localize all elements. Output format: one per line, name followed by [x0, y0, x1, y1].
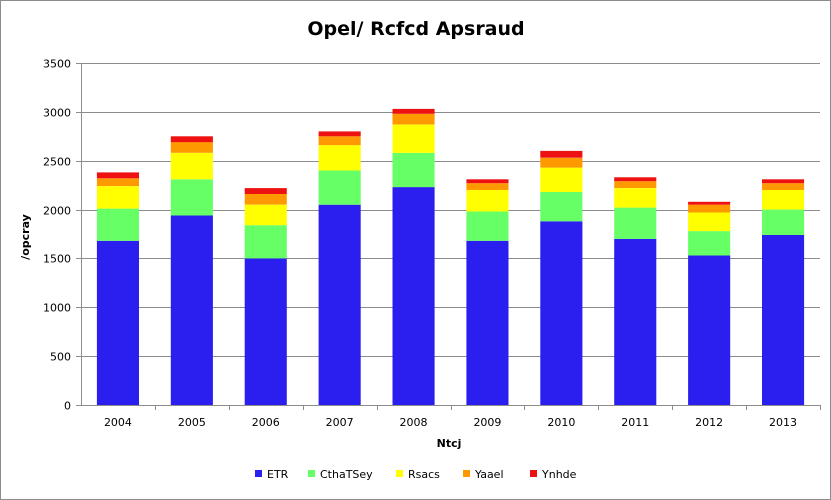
- bar-segment-cthatsey-2012: [688, 231, 731, 256]
- legend-swatch-yaael: [463, 470, 470, 477]
- bar-segment-ynhde-2009: [466, 179, 509, 184]
- x-tick-label: 2005: [178, 416, 206, 429]
- legend-swatch-etr: [255, 470, 262, 477]
- bar-segment-etr-2005: [170, 215, 213, 405]
- x-tick-labels: 2004 2005 2006 2007 2008 2009 2010 2011 2012 2013: [104, 416, 797, 429]
- legend-label-ynhde: Ynhde: [541, 468, 577, 481]
- y-tick-label: 500: [50, 351, 71, 364]
- x-tick-label: 2010: [547, 416, 575, 429]
- bar-segment-cthatsey-2011: [614, 207, 657, 239]
- bar-segment-rsacs-2004: [96, 186, 139, 209]
- bar-segment-ynhde-2013: [762, 179, 805, 184]
- y-tick-label: 1000: [43, 302, 71, 315]
- legend-swatch-rsacs: [396, 470, 403, 477]
- bar-segment-ynhde-2010: [540, 150, 583, 158]
- bar-segment-ynhde-2004: [96, 172, 139, 179]
- bar-segment-yaael-2010: [540, 157, 583, 168]
- x-tick-label: 2011: [621, 416, 649, 429]
- y-tick-label: 2000: [43, 205, 71, 218]
- y-tick-label: 2500: [43, 156, 71, 169]
- legend-swatch-cthatsey: [308, 470, 315, 477]
- legend-label-yaael: Yaael: [474, 468, 504, 481]
- y-tick-label: 3500: [43, 58, 71, 71]
- bar-segment-etr-2011: [614, 238, 657, 405]
- x-tick-label: 2004: [104, 416, 132, 429]
- legend: ETR CthaTSey Rsacs Yaael Ynhde: [255, 468, 577, 481]
- bar-segment-ynhde-2008: [392, 108, 435, 114]
- x-tick-label: 2007: [326, 416, 354, 429]
- bar-segment-yaael-2012: [688, 204, 731, 213]
- bar-segment-cthatsey-2013: [762, 209, 805, 235]
- legend-label-cthatsey: CthaTSey: [320, 468, 373, 481]
- x-tick-label: 2006: [252, 416, 280, 429]
- bar-segment-rsacs-2007: [318, 145, 361, 171]
- legend-label-rsacs: Rsacs: [408, 468, 440, 481]
- y-tick-label: 3000: [43, 107, 71, 120]
- x-tick-label: 2013: [769, 416, 797, 429]
- legend-swatch-ynhde: [530, 470, 537, 477]
- bar-segment-yaael-2004: [96, 178, 139, 187]
- bar-segment-cthatsey-2008: [392, 152, 435, 188]
- bar-segment-cthatsey-2007: [318, 170, 361, 205]
- axes: [81, 63, 820, 406]
- bar-segment-etr-2013: [762, 235, 805, 405]
- bar-segment-rsacs-2010: [540, 167, 583, 192]
- x-tick-label: 2009: [473, 416, 501, 429]
- bar-segment-yaael-2011: [614, 181, 657, 188]
- x-axis-label: Ntcj: [437, 437, 462, 450]
- bar-segment-ynhde-2006: [244, 188, 287, 194]
- bar-segment-etr-2009: [466, 240, 509, 405]
- bar-segment-cthatsey-2004: [96, 208, 139, 241]
- bar-segment-rsacs-2013: [762, 190, 805, 210]
- bar-segment-ynhde-2005: [170, 136, 213, 143]
- bar-segment-yaael-2007: [318, 136, 361, 146]
- bar-segment-yaael-2008: [392, 113, 435, 125]
- y-tick-labels: 0 500 1000 1500 2000 2500 3000 3500: [43, 58, 71, 413]
- bar-segment-etr-2006: [244, 258, 287, 405]
- bar-segment-rsacs-2009: [466, 190, 509, 212]
- bar-segment-etr-2012: [688, 255, 731, 405]
- bar-segment-cthatsey-2006: [244, 225, 287, 259]
- bars: [96, 108, 805, 405]
- bar-segment-etr-2008: [392, 187, 435, 405]
- bar-segment-rsacs-2006: [244, 204, 287, 226]
- bar-segment-yaael-2009: [466, 183, 509, 190]
- bar-segment-rsacs-2011: [614, 188, 657, 208]
- bar-segment-cthatsey-2005: [170, 179, 213, 216]
- bar-segment-rsacs-2008: [392, 124, 435, 153]
- bar-segment-cthatsey-2009: [466, 211, 509, 241]
- bar-segment-rsacs-2012: [688, 212, 731, 232]
- bar-segment-ynhde-2012: [688, 201, 731, 205]
- bar-segment-yaael-2005: [170, 142, 213, 153]
- bar-segment-etr-2010: [540, 221, 583, 405]
- bar-segment-yaael-2006: [244, 193, 287, 205]
- y-tick-label: 1500: [43, 253, 71, 266]
- y-axis-label: /opcray: [19, 214, 32, 260]
- x-tick-label: 2012: [695, 416, 723, 429]
- bar-segment-yaael-2013: [762, 183, 805, 190]
- bar-segment-rsacs-2005: [170, 152, 213, 180]
- legend-label-etr: ETR: [267, 468, 289, 481]
- x-tick-label: 2008: [400, 416, 428, 429]
- chart-title: Opel/ Rcfcd Apsraud: [307, 18, 524, 40]
- y-tick-label: 0: [64, 400, 71, 413]
- bar-segment-ynhde-2007: [318, 131, 361, 137]
- bar-segment-etr-2004: [96, 240, 139, 405]
- bar-segment-cthatsey-2010: [540, 192, 583, 222]
- bar-segment-etr-2007: [318, 204, 361, 405]
- bar-segment-ynhde-2011: [614, 177, 657, 182]
